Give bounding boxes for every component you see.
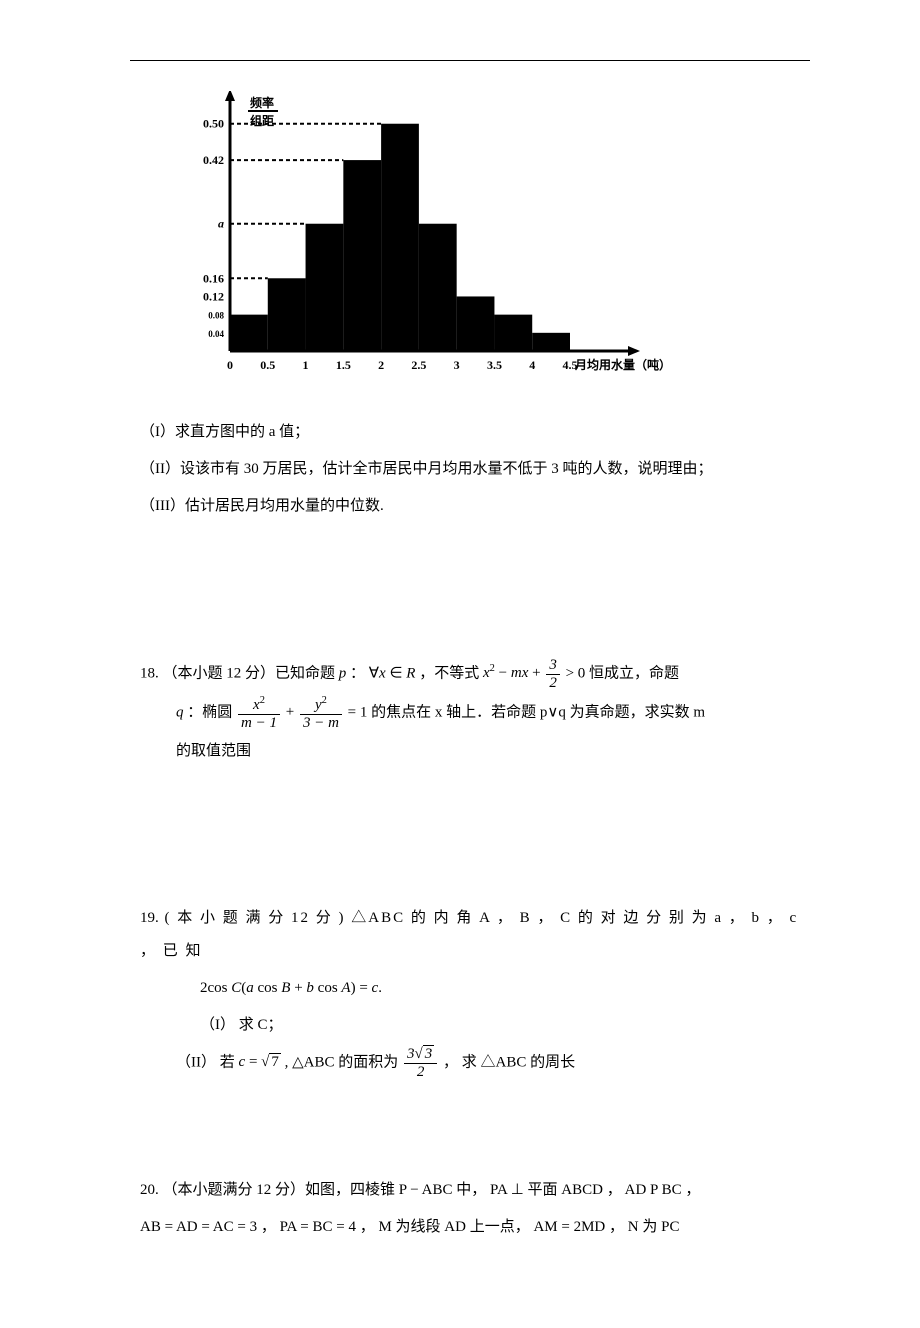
coeff: 3 — [407, 1046, 415, 1062]
histogram: 频率组距 0.04 0.08 0.12 0.16 a 0.42 0.50 0 0.5 1 1.5 2 2.… — [180, 91, 800, 396]
frac-den: 3 − m — [300, 714, 342, 732]
p18-colon1: ： — [350, 665, 365, 681]
p18-ellipse-eq: = 1 的焦点在 x 轴上．若命题 p∨q 为真命题，求实数 m — [348, 704, 705, 720]
problem-19: 19. ( 本 小 题 满 分 12 分 ) △ABC 的 内 角 A ， B … — [140, 902, 800, 1080]
spacer — [140, 818, 800, 898]
p18-ellipse: x2 m − 1 + y2 3 − m — [236, 704, 348, 720]
p18-p-sym: p — [339, 665, 347, 681]
p20-line1: 20. （本小题满分 12 分）如图，四棱锥 P − ABC 中， PA ⊥ 平… — [140, 1174, 800, 1207]
p19-q2-mid: , △ABC 的面积为 — [285, 1054, 399, 1070]
svg-text:2.5: 2.5 — [411, 358, 426, 372]
p19-q1: （I） 求 C； — [140, 1009, 800, 1042]
p20-line1-text: （本小题满分 12 分）如图，四棱锥 P − ABC 中， PA ⊥ 平面 AB… — [163, 1182, 701, 1198]
p18-number: 18. — [140, 665, 159, 681]
p18-forall: ∀x ∈ R — [369, 665, 416, 681]
var-x: x — [253, 697, 260, 713]
svg-text:1.5: 1.5 — [336, 358, 351, 372]
svg-text:频率: 频率 — [250, 95, 274, 110]
p18-line1: 18. （本小题 12 分）已知命题 p ： ∀x ∈ R ，不等式 x2 − … — [140, 657, 800, 691]
p19-q2: （II） 若 c = √7 , △ABC 的面积为 3√3 2 ， 求 △ABC… — [140, 1046, 800, 1080]
p17-q2: （II）设该市有 30 万居民，估计全市居民中月均用水量不低于 3 吨的人数，说… — [140, 453, 800, 486]
p19-number: 19. — [140, 910, 159, 926]
p18-frac-const: 3 2 — [546, 657, 560, 691]
svg-text:a: a — [218, 217, 224, 231]
p20-line2: AB = AD = AC = 3 ， PA = BC = 4 ， M 为线段 A… — [140, 1211, 800, 1244]
p18-line3: 的取值范围 — [140, 735, 800, 768]
p18-ellipse-frac1: x2 m − 1 — [238, 695, 280, 731]
frac-num: y2 — [300, 695, 342, 714]
page: 频率组距 0.04 0.08 0.12 0.16 a 0.42 0.50 0 0.5 1 1.5 2 2.… — [0, 0, 920, 1328]
p19-line1: 19. ( 本 小 题 满 分 12 分 ) △ABC 的 内 角 A ， B … — [140, 902, 800, 968]
p19-q1-text: 求 C； — [239, 1017, 283, 1033]
svg-text:0.16: 0.16 — [203, 271, 224, 285]
p17-q3: （III）估计居民月均用水量的中位数. — [140, 490, 800, 523]
problem-20: 20. （本小题满分 12 分）如图，四棱锥 P − ABC 中， PA ⊥ 平… — [140, 1174, 800, 1244]
spacer — [140, 1130, 800, 1170]
spacer — [140, 573, 800, 653]
frac-num: 3 — [546, 657, 560, 674]
p19-q2-pre: 若 — [220, 1054, 235, 1070]
p18-ineq: x2 − mx + 3 2 — [483, 665, 566, 681]
svg-text:0.5: 0.5 — [260, 358, 275, 372]
sqrt-val: 7 — [269, 1053, 281, 1070]
var-y: y — [315, 697, 322, 713]
p17-q1: （I）求直方图中的 a 值； — [140, 416, 800, 449]
top-rule — [130, 60, 810, 61]
sqrt-7: √7 — [261, 1046, 281, 1079]
svg-text:0: 0 — [227, 358, 233, 372]
svg-text:0.50: 0.50 — [203, 117, 224, 131]
svg-text:月均用水量（吨）: 月均用水量（吨） — [574, 357, 671, 372]
p19-area-frac: 3√3 2 — [404, 1046, 437, 1080]
p18-ellipse-frac2: y2 3 − m — [300, 695, 342, 731]
svg-text:0.42: 0.42 — [203, 153, 224, 167]
svg-text:3: 3 — [454, 358, 460, 372]
sqrt-3: √3 — [415, 1046, 435, 1063]
p18-ineq-pre: ，不等式 — [419, 665, 479, 681]
p18-ineq-tail: > 0 恒成立，命题 — [566, 665, 679, 681]
p18-colon2: ：椭圆 — [187, 704, 232, 720]
p19-q1-label: （I） — [200, 1017, 235, 1033]
p19-q2-c: c = √7 — [239, 1054, 285, 1070]
svg-text:0.04: 0.04 — [208, 329, 224, 339]
frac-num: x2 — [238, 695, 280, 714]
p19-lead: ( 本 小 题 满 分 12 分 ) △ABC 的 内 角 A ， B ， C … — [140, 910, 798, 959]
frac-num: 3√3 — [404, 1046, 437, 1063]
svg-text:1: 1 — [303, 358, 309, 372]
frac-den: 2 — [546, 674, 560, 692]
sqrt-val: 3 — [423, 1045, 435, 1062]
problem-18: 18. （本小题 12 分）已知命题 p ： ∀x ∈ R ，不等式 x2 − … — [140, 657, 800, 768]
problem-17-questions: （I）求直方图中的 a 值； （II）设该市有 30 万居民，估计全市居民中月均… — [140, 416, 800, 523]
p18-q-sym: q — [176, 704, 184, 720]
svg-text:组距: 组距 — [250, 113, 274, 128]
frac-den: 2 — [404, 1063, 437, 1081]
p18-lead: （本小题 12 分）已知命题 — [163, 665, 336, 681]
svg-text:2: 2 — [378, 358, 384, 372]
svg-text:0.08: 0.08 — [208, 311, 224, 321]
p20-number: 20. — [140, 1182, 159, 1198]
svg-text:0.12: 0.12 — [203, 289, 224, 303]
histogram-svg: 频率组距 0.04 0.08 0.12 0.16 a 0.42 0.50 0 0.5 1 1.5 2 2.… — [180, 91, 700, 391]
frac-den: m − 1 — [238, 714, 280, 732]
svg-text:4: 4 — [529, 358, 535, 372]
p19-eq: 2cos C(a cos B + b cos A) = c. — [140, 972, 800, 1005]
p19-q2-label: （II） — [176, 1054, 216, 1070]
p19-q2-tail: ， 求 △ABC 的周长 — [443, 1054, 575, 1070]
p18-line2: q ：椭圆 x2 m − 1 + y2 3 − m = 1 的焦点在 x 轴上．… — [140, 695, 800, 731]
svg-text:3.5: 3.5 — [487, 358, 502, 372]
